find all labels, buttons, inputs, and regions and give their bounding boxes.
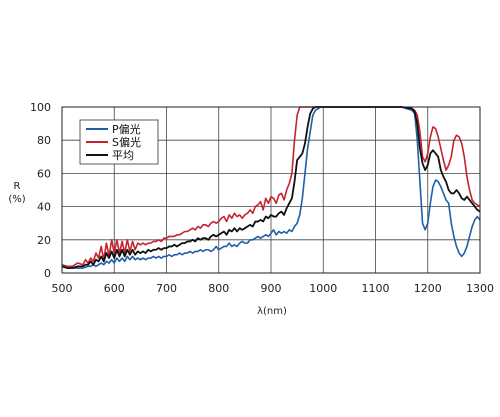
y-axis-label-r: R [14, 181, 21, 192]
y-tick-label-0: 0 [44, 267, 51, 280]
legend-label-2: S偏光 [112, 135, 141, 149]
tick-labels: 500 600 700 800 900 1000 1100 1200 1300 0 20 40 60 80… [30, 101, 494, 295]
x-tick-label-800: 800 [208, 282, 229, 295]
legend-label-1: P偏光 [112, 122, 141, 136]
series-layer [62, 106, 480, 269]
x-tick-label-1000: 1000 [309, 282, 337, 295]
y-tick-label-100: 100 [30, 101, 51, 114]
plot-frame [61, 106, 481, 274]
x-tick-label-1300: 1300 [466, 282, 494, 295]
y-tick-label-80: 80 [37, 134, 51, 147]
y-tick-label-20: 20 [37, 234, 51, 247]
y-tick-label-40: 40 [37, 201, 51, 214]
y-axis-label-unit: (%) [8, 194, 25, 205]
x-tick-label-500: 500 [52, 282, 73, 295]
x-tick-label-600: 600 [104, 282, 125, 295]
x-axis-label: λ(nm) [257, 306, 287, 317]
y-tick-label-60: 60 [37, 167, 51, 180]
legend-label-3: 平均 [112, 149, 134, 162]
x-tick-label-700: 700 [156, 282, 177, 295]
series-line-1 [62, 106, 480, 269]
x-tick-label-1100: 1100 [362, 282, 390, 295]
series-line-3 [62, 106, 480, 269]
x-tick-label-900: 900 [261, 282, 282, 295]
series-line-2 [62, 106, 480, 268]
x-tick-label-1200: 1200 [414, 282, 442, 295]
